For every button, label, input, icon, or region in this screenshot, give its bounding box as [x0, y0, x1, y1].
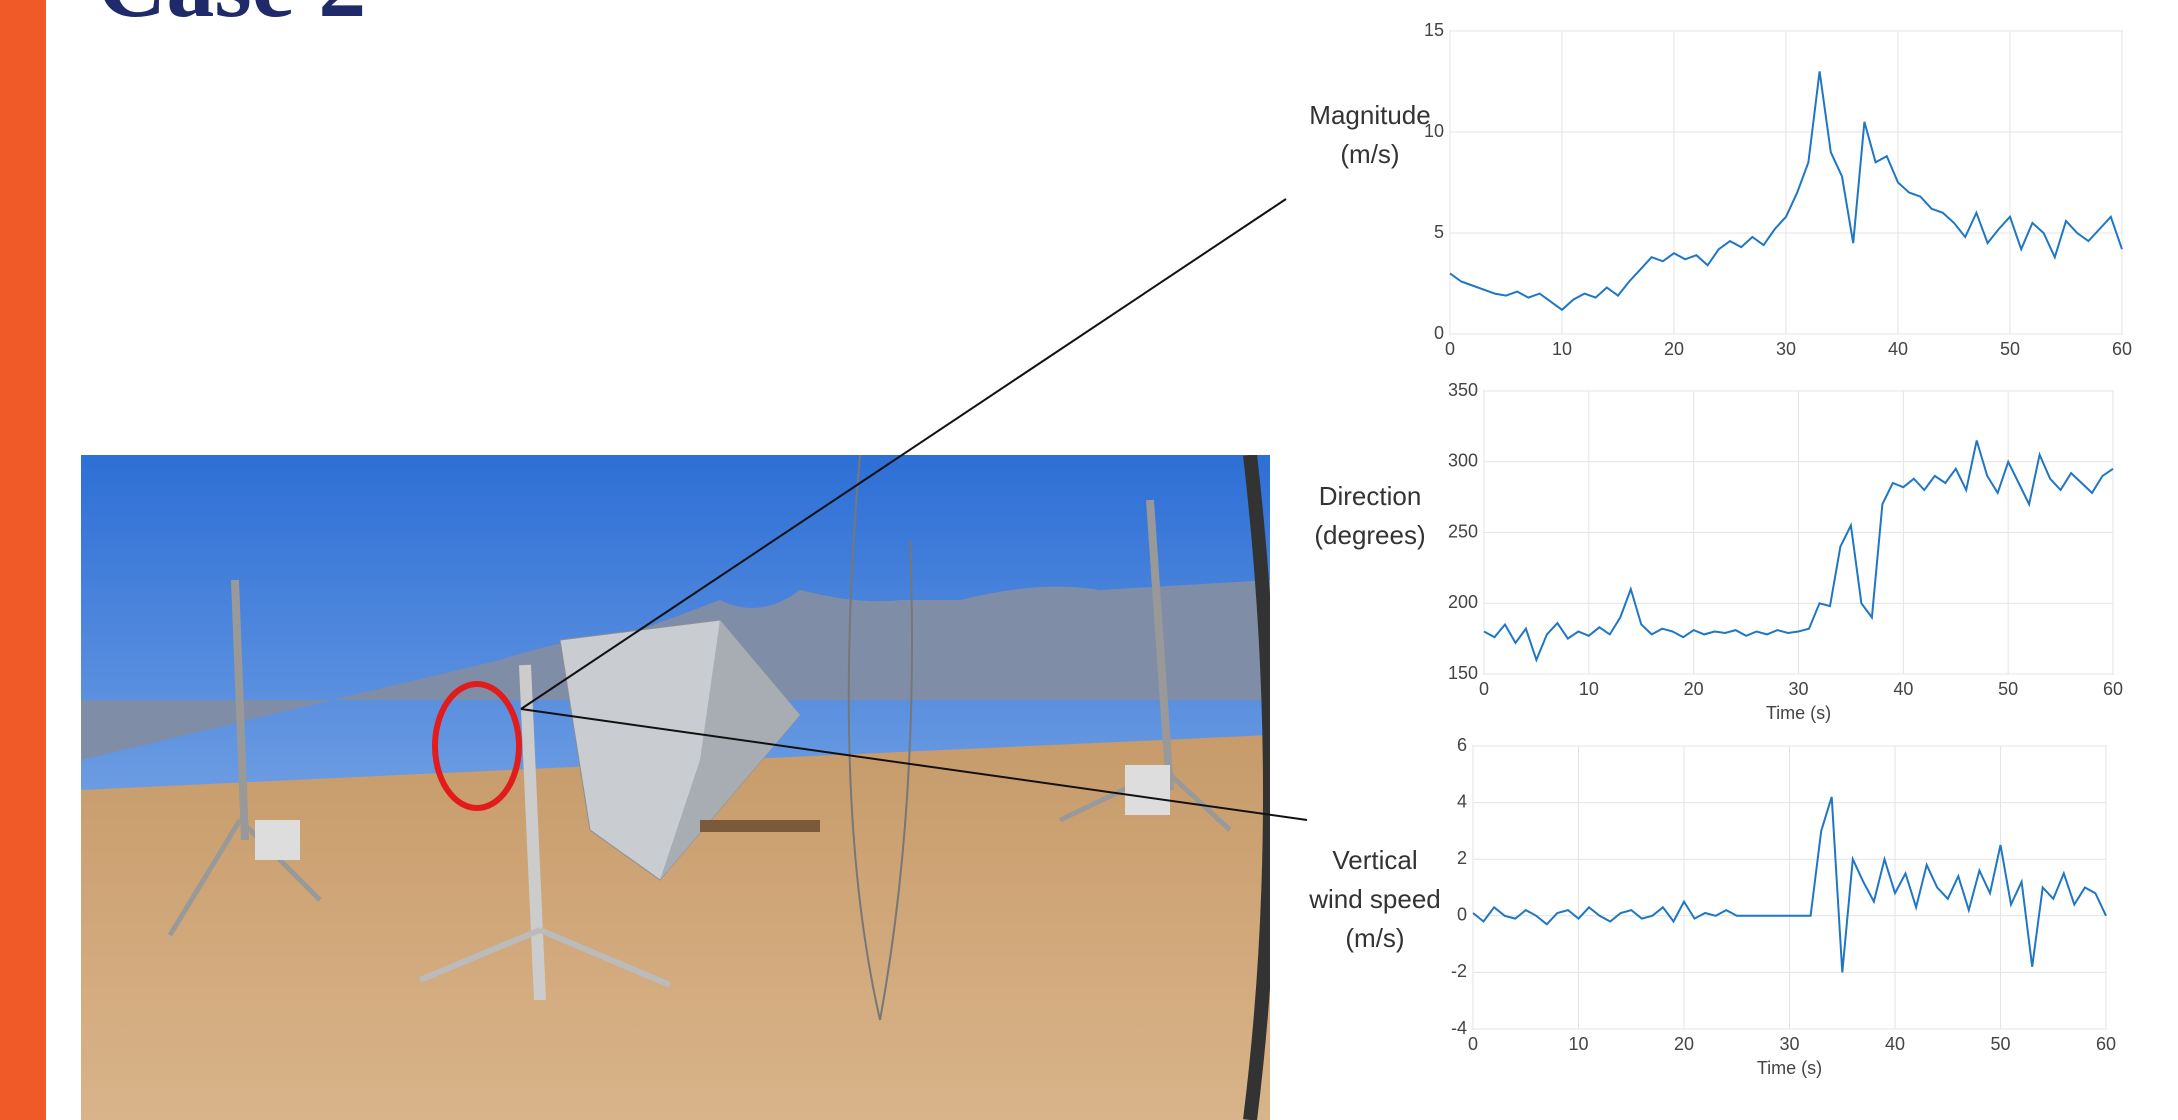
- y-tick-label: -4: [1451, 1018, 1467, 1038]
- x-tick-label: 50: [2000, 339, 2020, 359]
- x-tick-label: 60: [2103, 679, 2123, 699]
- y-tick-label: 0: [1434, 323, 1444, 343]
- x-tick-label: 30: [1776, 339, 1796, 359]
- x-tick-label: 30: [1779, 1034, 1799, 1054]
- x-tick-label: 0: [1445, 339, 1455, 359]
- y-tick-label: 0: [1457, 905, 1467, 925]
- x-tick-label: 20: [1684, 679, 1704, 699]
- x-tick-label: 10: [1568, 1034, 1588, 1054]
- y-tick-label: 5: [1434, 222, 1444, 242]
- page: Case 2 0510150102030405060Magnitude(m/s)…: [0, 0, 2178, 1120]
- x-tick-label: 50: [1990, 1034, 2010, 1054]
- photo: [81, 455, 1270, 1120]
- x-tick-label: 10: [1579, 679, 1599, 699]
- x-tick-label: 40: [1885, 1034, 1905, 1054]
- y-axis-label: (m/s): [1345, 923, 1404, 953]
- y-axis-label: Direction: [1319, 481, 1422, 511]
- y-tick-label: 6: [1457, 735, 1467, 755]
- x-tick-label: 0: [1468, 1034, 1478, 1054]
- y-tick-label: 300: [1448, 451, 1478, 471]
- y-axis-label: Magnitude: [1309, 100, 1430, 130]
- slide-title: Case 2: [97, 0, 366, 37]
- y-tick-label: 350: [1448, 380, 1478, 400]
- y-tick-label: 4: [1457, 791, 1467, 811]
- x-tick-label: 20: [1664, 339, 1684, 359]
- x-tick-label: 60: [2112, 339, 2132, 359]
- x-axis-label: Time (s): [1766, 703, 1831, 723]
- x-tick-label: 40: [1893, 679, 1913, 699]
- y-tick-label: -2: [1451, 961, 1467, 981]
- x-tick-label: 0: [1479, 679, 1489, 699]
- accent-bar: [0, 0, 46, 1120]
- y-tick-label: 200: [1448, 592, 1478, 612]
- y-tick-label: 150: [1448, 663, 1478, 683]
- x-tick-label: 40: [1888, 339, 1908, 359]
- y-tick-label: 15: [1424, 20, 1444, 40]
- y-tick-label: 2: [1457, 848, 1467, 868]
- x-axis-label: Time (s): [1757, 1058, 1822, 1078]
- y-tick-label: 250: [1448, 521, 1478, 541]
- slide: Case 2 0510150102030405060Magnitude(m/s)…: [0, 0, 2178, 1120]
- y-axis-label: (m/s): [1340, 139, 1399, 169]
- y-axis-label: Vertical: [1332, 845, 1417, 875]
- x-tick-label: 60: [2096, 1034, 2116, 1054]
- x-tick-label: 50: [1998, 679, 2018, 699]
- x-tick-label: 30: [1788, 679, 1808, 699]
- y-axis-label: wind speed: [1308, 884, 1441, 914]
- x-tick-label: 10: [1552, 339, 1572, 359]
- x-tick-label: 20: [1674, 1034, 1694, 1054]
- y-axis-label: (degrees): [1314, 520, 1425, 550]
